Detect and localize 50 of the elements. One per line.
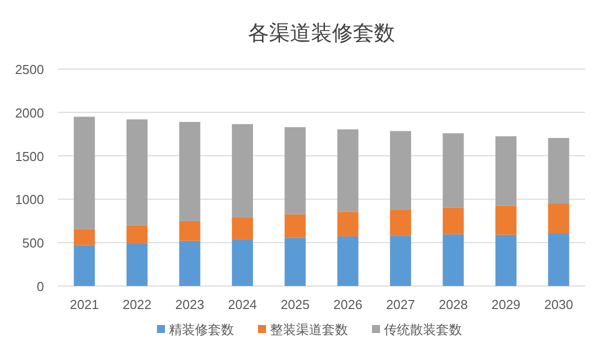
bar [126,243,148,286]
bar [74,116,95,230]
y-tick-label: 1000 [15,192,44,208]
x-tick-label: 2023 [175,297,204,312]
y-tick-label: 500 [22,236,44,251]
x-tick-label: 2021 [70,297,99,312]
bar [495,136,516,206]
bar [442,208,464,234]
x-tick-label: 2025 [280,297,310,312]
bar [74,245,95,286]
bar [390,131,412,210]
bar [390,236,412,286]
bar [126,225,148,244]
bar [337,212,358,237]
bar [232,240,253,286]
y-tick-label: 0 [36,279,44,294]
x-tick-label: 2030 [544,297,574,312]
bar [179,122,200,221]
x-tick-label: 2024 [228,297,257,312]
x-tick-label: 2022 [122,297,152,312]
bar [495,234,516,286]
y-tick-label: 2000 [15,105,44,120]
legend-label: 精装修套数 [169,322,234,337]
bar [126,119,148,226]
bar [232,124,253,218]
bar [390,210,412,236]
bar [284,238,306,286]
bar [548,233,570,286]
bar [74,229,95,246]
x-tick-label: 2029 [491,297,520,312]
bar [337,129,358,212]
bar [179,240,200,286]
legend-label: 整装渠道套数 [270,322,348,337]
bar [548,204,570,234]
bar [232,217,253,240]
bar [442,234,464,286]
bar [179,220,200,241]
y-tick-label: 2500 [15,62,44,77]
x-tick-label: 2027 [386,297,416,312]
bar [337,236,358,286]
bar [495,206,516,235]
y-tick-label: 1500 [15,148,44,164]
bar [284,127,306,214]
chart-title: 各渠道装修套数 [248,22,395,45]
bar [284,214,306,238]
x-tick-label: 2028 [438,297,468,312]
bar [548,138,570,204]
bar [442,133,464,208]
legend-label: 传统散装套数 [384,322,462,337]
x-tick-label: 2026 [333,297,362,312]
